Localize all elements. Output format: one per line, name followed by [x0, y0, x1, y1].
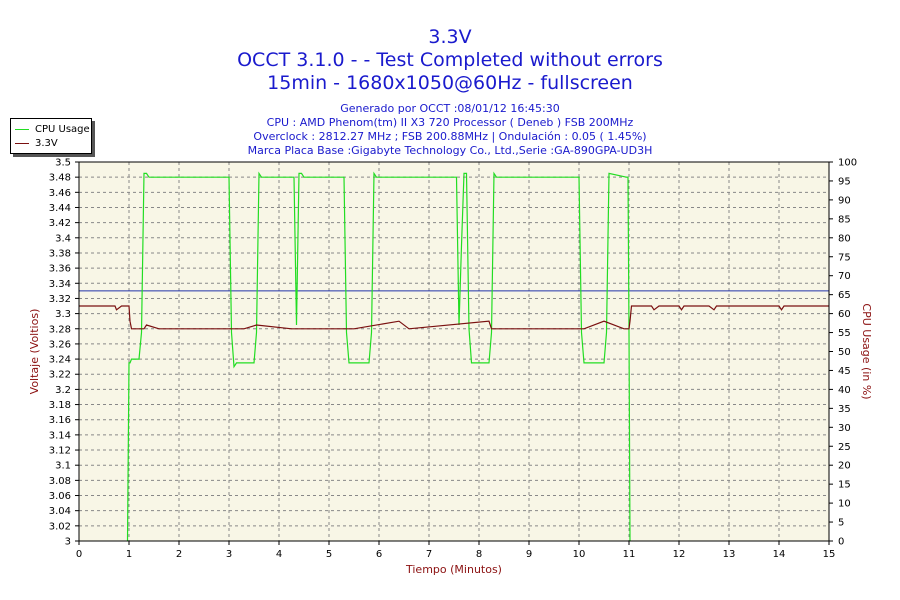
legend-item-cpu-usage: CPU Usage — [15, 123, 90, 135]
y-right-tick-label: 65 — [838, 290, 851, 301]
y-left-tick-label: 3 — [65, 537, 71, 548]
chart-subtitle-mode: 15min - 1680x1050@60Hz - fullscreen — [267, 72, 633, 94]
y-left-tick-label: 3.46 — [49, 188, 71, 199]
y-right-tick-label: 30 — [838, 423, 851, 434]
x-tick-label: 14 — [773, 549, 786, 560]
x-tick-label: 7 — [426, 549, 432, 560]
x-tick-label: 9 — [526, 549, 532, 560]
plot-area — [78, 161, 830, 542]
y-right-tick-label: 60 — [838, 309, 851, 320]
legend-label-3-3v: 3.3V — [35, 137, 58, 149]
motherboard-info-text: Marca Placa Base :Gigabyte Technology Co… — [247, 144, 653, 157]
y-left-tick-label: 3.4 — [55, 233, 71, 244]
y-left-tick-label: 3.34 — [49, 279, 71, 290]
y-left-tick-label: 3.38 — [49, 248, 71, 259]
y-right-tick-label: 45 — [838, 366, 851, 377]
y-right-tick-label: 40 — [838, 385, 851, 396]
y-right-tick-label: 85 — [838, 214, 851, 225]
y-right-tick-label: 5 — [838, 518, 844, 529]
x-tick-label: 0 — [76, 549, 82, 560]
y-left-tick-label: 3.36 — [49, 264, 71, 275]
generated-by-text: Generado por OCCT :08/01/12 16:45:30 — [340, 102, 560, 115]
y-right-tick-label: 0 — [838, 537, 844, 548]
y-right-tick-label: 15 — [838, 480, 851, 491]
x-tick-label: 6 — [376, 549, 382, 560]
y-left-tick-label: 3.22 — [49, 370, 71, 381]
x-axis-label: Tiempo (Minutos) — [405, 563, 502, 576]
legend-swatch-cpu-usage — [15, 128, 29, 130]
y-left-tick-label: 3.2 — [55, 385, 71, 396]
y-right-tick-label: 10 — [838, 499, 851, 510]
x-tick-label: 1 — [126, 549, 132, 560]
x-tick-label: 12 — [673, 549, 686, 560]
y-right-tick-label: 20 — [838, 461, 851, 472]
y-left-tick-label: 3.32 — [49, 294, 71, 305]
y-right-tick-label: 90 — [838, 195, 851, 206]
y-left-tick-label: 3.16 — [49, 415, 71, 426]
y-left-tick-label: 3.12 — [49, 446, 71, 457]
x-tick-label: 15 — [823, 549, 836, 560]
overclock-info-text: Overclock : 2812.27 MHz ; FSB 200.88MHz … — [253, 130, 647, 143]
x-tick-label: 4 — [276, 549, 282, 560]
x-tick-label: 2 — [176, 549, 182, 560]
y-left-tick-label: 3.02 — [49, 521, 71, 532]
y-left-tick-label: 3.3 — [55, 309, 71, 320]
y-right-tick-label: 80 — [838, 233, 851, 244]
plot-frame — [78, 161, 830, 542]
legend-swatch-3-3v — [15, 142, 29, 144]
y-left-tick-label: 3.1 — [55, 461, 71, 472]
y-left-tick-label: 3.24 — [49, 355, 71, 366]
x-tick-label: 13 — [723, 549, 736, 560]
legend-label-cpu-usage: CPU Usage — [35, 123, 90, 135]
y-left-tick-label: 3.28 — [49, 324, 71, 335]
cpu-info-text: CPU : AMD Phenom(tm) II X3 720 Processor… — [266, 116, 634, 129]
x-tick-label: 11 — [623, 549, 636, 560]
y-left-tick-label: 3.18 — [49, 400, 71, 411]
y-right-tick-label: 95 — [838, 176, 851, 187]
chart-subtitle-test: OCCT 3.1.0 - - Test Completed without er… — [237, 49, 663, 71]
series-line-3-3v — [79, 305, 829, 330]
y-right-tick-label: 70 — [838, 271, 851, 282]
x-tick-label: 3 — [226, 549, 232, 560]
system-info-block: Generado por OCCT :08/01/12 16:45:30 CPU… — [0, 102, 900, 158]
y-right-axis-label: CPU Usage (in %) — [860, 303, 873, 399]
y-right-tick-label: 55 — [838, 328, 851, 339]
y-left-tick-label: 3.04 — [49, 506, 71, 517]
legend-item-3-3v: 3.3V — [15, 137, 58, 149]
y-right-tick-label: 100 — [838, 158, 857, 169]
y-left-tick-label: 3.08 — [49, 476, 71, 487]
chart-legend: CPU Usage 3.3V — [10, 118, 92, 154]
chart-title-block: 3.3V OCCT 3.1.0 - - Test Completed witho… — [0, 26, 900, 95]
x-tick-label: 5 — [326, 549, 332, 560]
y-left-tick-label: 3.14 — [49, 430, 71, 441]
y-left-tick-label: 3.5 — [55, 158, 71, 169]
x-tick-label: 10 — [573, 549, 586, 560]
y-left-tick-label: 3.26 — [49, 339, 71, 350]
series-line-cpu-usage — [126, 171, 631, 542]
y-left-tick-label: 3.48 — [49, 173, 71, 184]
y-left-tick-label: 3.06 — [49, 491, 71, 502]
y-left-tick-label: 3.42 — [49, 218, 71, 229]
y-left-axis-label: Voltaje (Voltios) — [28, 309, 41, 395]
chart-title: 3.3V — [428, 26, 472, 48]
y-left-tick-label: 3.44 — [49, 203, 71, 214]
y-right-tick-label: 75 — [838, 252, 851, 263]
y-right-tick-label: 25 — [838, 442, 851, 453]
y-right-tick-label: 35 — [838, 404, 851, 415]
x-tick-label: 8 — [476, 549, 482, 560]
y-right-tick-label: 50 — [838, 347, 851, 358]
